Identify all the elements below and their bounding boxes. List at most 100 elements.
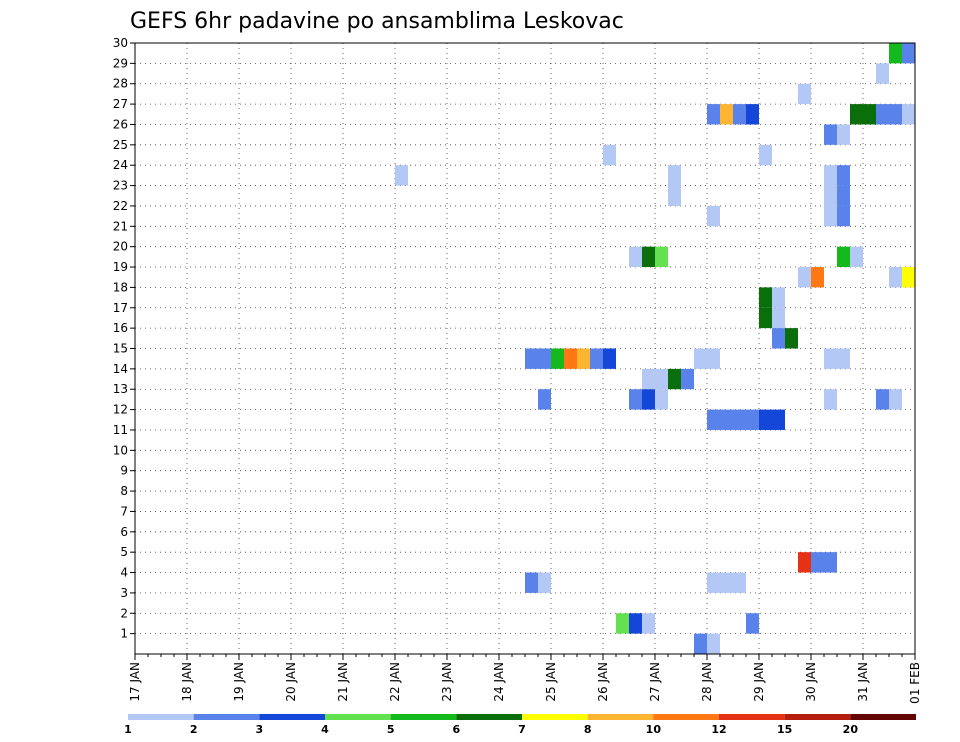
y-tick-label: 1: [120, 627, 128, 641]
heatmap-cell: [759, 287, 772, 308]
heatmap-cell: [694, 348, 707, 369]
heatmap-cell: [772, 287, 785, 308]
heatmap-cell: [655, 368, 668, 390]
heatmap-cell: [902, 43, 915, 64]
heatmap-cell: [902, 267, 915, 288]
heatmap-cell: [707, 572, 720, 593]
heatmap-cell: [538, 348, 551, 369]
y-tick-label: 7: [120, 504, 128, 518]
heatmap-cell: [837, 348, 850, 369]
heatmap-cell: [772, 409, 785, 430]
heatmap-cell: [590, 348, 603, 369]
x-tick-label: 17 JAN: [128, 662, 142, 702]
heatmap-cell: [746, 104, 759, 125]
heatmap-cell: [837, 246, 850, 268]
heatmap-cell: [564, 348, 577, 369]
x-axis: 17 JAN 18 JAN 19 JAN 20 JAN 21 JAN 22 JAN 23 J…: [128, 654, 922, 704]
color-legend: 1 2 3 4 5 6 7 8 10 12 15 20: [124, 714, 916, 736]
heatmap-cell: [772, 307, 785, 329]
heatmap-cell: [694, 633, 707, 654]
heatmap-cell: [824, 185, 837, 206]
heatmap-cell: [772, 328, 785, 349]
legend-swatch: [390, 714, 457, 720]
y-tick-label: 12: [113, 403, 128, 417]
heatmap-cell: [525, 348, 538, 369]
heatmap-cell: [525, 572, 538, 593]
heatmap-cell: [668, 165, 681, 186]
legend-label: 10: [646, 723, 662, 736]
heatmap-cell: [720, 409, 733, 430]
heatmap-cell: [642, 368, 655, 390]
x-tick-label: 23 JAN: [440, 662, 454, 702]
heatmap-cell: [759, 144, 772, 166]
heatmap-cell: [616, 613, 629, 634]
heatmap-cell: [577, 348, 590, 369]
x-tick-label: 26 JAN: [596, 662, 610, 702]
y-tick-label: 14: [113, 362, 128, 376]
heatmap-cell: [681, 368, 694, 390]
x-tick-label: 25 JAN: [544, 662, 558, 702]
y-tick-label: 20: [113, 240, 128, 254]
y-tick-label: 16: [113, 321, 128, 335]
heatmap-cell: [668, 368, 681, 390]
legend-label: 8: [584, 723, 592, 736]
heatmap-cell: [798, 267, 811, 288]
y-tick-label: 30: [113, 36, 128, 50]
heatmap-cell: [655, 246, 668, 268]
heatmap-cell: [707, 348, 720, 369]
y-tick-label: 21: [113, 219, 128, 233]
x-tick-label: 29 JAN: [752, 662, 766, 702]
heatmap-cell: [746, 409, 759, 430]
legend-label: 15: [777, 723, 792, 736]
heatmap-cell: [876, 63, 889, 84]
x-tick-label: 21 JAN: [336, 662, 350, 702]
y-tick-label: 23: [113, 179, 128, 193]
heatmap-cell: [824, 165, 837, 186]
y-tick-label: 2: [120, 606, 128, 620]
legend-swatch: [719, 714, 785, 720]
legend-swatch: [259, 714, 325, 720]
heatmap-cell: [538, 389, 551, 410]
heatmap-cell: [876, 389, 889, 410]
legend-swatch: [587, 714, 654, 720]
heatmap-cell: [824, 552, 837, 573]
y-tick-label: 4: [120, 566, 128, 580]
y-tick-label: 28: [113, 77, 128, 91]
heatmap-cell: [824, 348, 837, 369]
chart-title: GEFS 6hr padavine po ansamblima Leskovac: [130, 9, 624, 34]
heatmap-cell: [759, 307, 772, 329]
heatmap-cell: [798, 552, 811, 573]
heatmap-cell: [811, 267, 824, 288]
x-tick-label: 19 JAN: [232, 662, 246, 702]
heatmap-cell: [837, 205, 850, 227]
heatmap-cell: [551, 348, 564, 369]
x-tick-label: 01 FEB: [908, 662, 922, 704]
heatmap-cell: [733, 572, 746, 593]
heatmap-cell: [720, 572, 733, 593]
x-tick-label: 18 JAN: [180, 662, 194, 702]
heatmap-cell: [889, 43, 902, 64]
heatmap-cell: [746, 613, 759, 634]
y-tick-label: 24: [113, 158, 128, 172]
heatmap-cell: [811, 552, 824, 573]
y-tick-label: 18: [113, 280, 128, 294]
heatmap-cell: [655, 389, 668, 410]
heatmap-cell: [759, 409, 772, 430]
heatmap-cell: [837, 165, 850, 186]
heatmap-cell: [707, 104, 720, 125]
y-tick-label: 15: [113, 342, 128, 356]
y-tick-label: 11: [113, 423, 128, 437]
heatmap-cell: [720, 104, 733, 125]
y-tick-label: 22: [113, 199, 128, 213]
heatmap-cell: [889, 267, 902, 288]
y-tick-label: 5: [120, 545, 128, 559]
y-tick-label: 8: [120, 484, 128, 498]
y-tick-label: 3: [120, 586, 128, 600]
x-tick-label: 30 JAN: [804, 662, 818, 702]
y-tick-label: 10: [113, 443, 128, 457]
heatmap-cell: [889, 104, 902, 125]
gridlines: [135, 43, 915, 654]
heatmap-cell: [629, 389, 642, 410]
y-tick-label: 13: [113, 382, 128, 396]
